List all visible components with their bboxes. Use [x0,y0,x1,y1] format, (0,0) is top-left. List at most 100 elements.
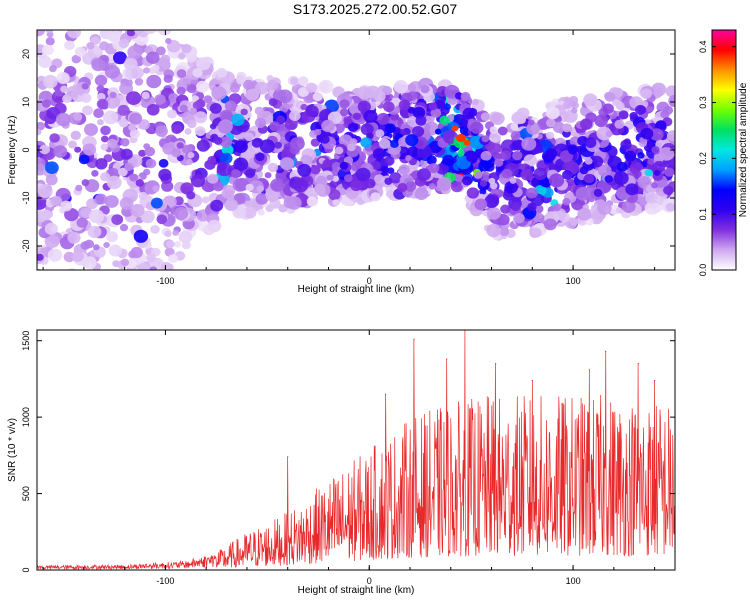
heatmap-cell [597,164,612,177]
heatmap-cell [548,173,565,188]
heatmap-cell [621,200,636,213]
heatmap-cell [478,160,491,172]
colorbar: 0.0 0.1 0.2 0.3 0.4 Normalized spectral ampl… [698,29,749,276]
heatmap-cell [71,250,84,262]
heatmap-cell [569,136,581,146]
heatmap-cell [100,172,111,182]
heatmap-cell [126,30,136,37]
heatmap-cell [331,162,342,172]
heatmap-cell [428,102,438,111]
heatmap-cell [575,186,591,201]
heatmap-cell [500,204,511,214]
snr-peak-point [605,350,607,353]
heatmap-cell [128,112,142,125]
heatmap-cell [133,30,144,35]
heatmap-cell [644,201,660,215]
heatmap-cell [663,185,674,195]
heatmap-cell [217,120,233,134]
heatmap-cell [190,174,205,188]
heatmap-cell [521,137,537,151]
heatmap-cell [234,177,250,191]
heatmap-cell [86,198,98,210]
heatmap-cell [269,121,281,132]
heatmap-cell [384,156,395,166]
heatmap-cell [159,15,173,28]
heatmap-cell [651,146,660,154]
heatmap-cell [321,119,335,133]
heatmap-cell [266,79,279,91]
heatmap-cell [67,30,81,39]
heatmap-cell [489,126,498,134]
heatmap-cell [474,198,488,210]
heatmap-cell [347,143,356,152]
heatmap-cell [640,127,654,140]
heatmap-cell [450,181,463,193]
heatmap-y-axis-label: Frequency (Hz) [7,116,18,185]
heatmap-cell [144,30,157,34]
heatmap-cell [125,16,135,25]
heatmap-cell [101,135,109,143]
x-tick-label: 100 [566,276,581,286]
heatmap-cell [604,92,616,102]
heatmap-cell [94,74,108,87]
heatmap-cell [37,245,41,252]
heatmap-cell [577,208,592,221]
heatmap-cell [173,207,189,221]
heatmap-cell [339,99,350,109]
heatmap-cell [123,58,138,71]
heatmap-cell [584,157,593,165]
y-tick-label: 500 [21,486,31,501]
heatmap-cell [94,19,105,29]
heatmap-cell [384,177,393,185]
heatmap-cell [664,167,675,177]
heatmap-cell [382,86,393,96]
heatmap-cell [443,103,451,111]
heatmap-cell [138,191,148,201]
heatmap-cell [192,101,202,110]
y-tick-label: 20 [21,49,31,59]
heatmap-cell [504,181,518,194]
heatmap-cell [94,193,108,205]
heatmap-cell [545,106,560,120]
heatmap-cell [119,223,129,232]
y-tick-label: 1500 [21,331,31,351]
heatmap-cell [293,178,309,193]
heatmap-cell [48,17,61,29]
heatmap-cell [186,84,197,93]
heatmap-cell [170,30,176,31]
heatmap-cell [220,152,233,164]
heatmap-cell [37,253,44,261]
heatmap-cell [480,150,492,161]
heatmap-cell [53,145,68,158]
heatmap-cell [655,120,667,131]
heatmap-cell [45,161,59,174]
heatmap-cell [254,117,267,128]
heatmap-cell [105,95,120,109]
heatmap-cell [130,203,145,217]
heatmap-cell [479,180,488,187]
snr-peak-point [384,393,387,395]
heatmap-cell [143,143,151,150]
heatmap-cell [139,276,151,287]
heatmap-cell [480,112,491,121]
heatmap-cell [451,125,459,132]
heatmap-cell [314,128,322,136]
heatmap-cell [168,254,179,264]
heatmap-cell [412,106,426,119]
heatmap-cell [665,85,675,98]
heatmap-cell [117,104,130,116]
heatmap-cell [130,67,144,79]
heatmap-cell [527,119,535,126]
heatmap-cell [348,122,359,132]
heatmap-cell [561,123,573,133]
heatmap-cell [665,202,675,212]
heatmap-cell [143,67,150,74]
heatmap-cell [87,225,102,239]
colorbar-tick-label: 0.1 [698,208,708,221]
heatmap-cell [126,259,137,269]
heatmap-cell [389,139,400,148]
heatmap-cell [397,183,408,193]
heatmap-cell [165,38,172,44]
heatmap-cell [113,51,127,65]
heatmap-cell [37,128,42,136]
